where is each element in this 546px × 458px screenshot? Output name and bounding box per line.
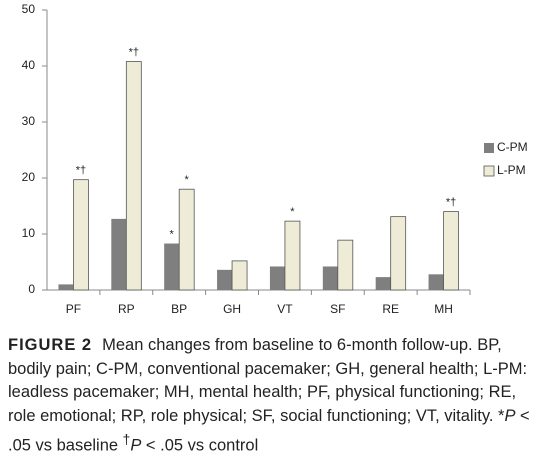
legend-label: L-PM (497, 163, 526, 177)
x-tick-label: SF (330, 302, 345, 316)
x-tick-label: MH (434, 302, 453, 316)
legend-swatch (483, 165, 495, 177)
bar (73, 179, 89, 291)
bar (375, 277, 391, 290)
y-tick-label: 10 (22, 226, 36, 240)
x-tick-label: RP (118, 302, 135, 316)
bar (322, 266, 338, 290)
significance-marker: *† (446, 197, 456, 209)
bar (164, 243, 180, 290)
caption-text: P (504, 406, 516, 425)
legend-label: C-PM (497, 140, 528, 154)
x-tick-label: GH (223, 302, 241, 316)
bar (231, 260, 248, 291)
x-tick-label: VT (277, 302, 293, 316)
bar (217, 269, 233, 290)
significance-marker: *† (129, 46, 139, 58)
bar (390, 216, 407, 291)
bar (178, 188, 195, 291)
y-tick-label: 30 (22, 114, 36, 128)
significance-marker: * (170, 228, 175, 240)
caption-label: FIGURE 2 (8, 336, 93, 354)
y-tick-label: 40 (22, 58, 36, 72)
bar (125, 61, 142, 291)
significance-marker: * (290, 206, 295, 218)
bar (337, 239, 354, 291)
caption-text: † (122, 432, 131, 447)
bar (269, 266, 285, 290)
bar (443, 211, 459, 291)
legend-swatch (484, 143, 494, 153)
bar (284, 220, 301, 291)
significance-marker: * (185, 174, 190, 186)
y-tick-label: 0 (28, 282, 35, 296)
bar (428, 274, 444, 290)
caption-text: Mean changes from baseline to 6-month fo… (8, 336, 528, 425)
caption-text: < .05 vs baseline (8, 406, 530, 455)
caption-text: P (130, 436, 142, 455)
y-tick-label: 20 (22, 170, 36, 184)
bar (111, 218, 127, 290)
x-tick-label: BP (171, 302, 187, 316)
significance-marker: *† (76, 165, 86, 177)
chart: 0 10 20 30 40 50 PF *† RP *† BP * * GH VT * SF RE MH *† C-PM… (22, 2, 528, 316)
x-tick-label: RE (382, 302, 399, 316)
x-tick-label: PF (66, 302, 81, 316)
caption: FIGURE 2 Mean changes from baseline to 6-… (8, 334, 540, 458)
bar (58, 284, 74, 290)
caption-text: < .05 vs control (141, 436, 259, 455)
y-tick-label: 50 (22, 2, 36, 16)
